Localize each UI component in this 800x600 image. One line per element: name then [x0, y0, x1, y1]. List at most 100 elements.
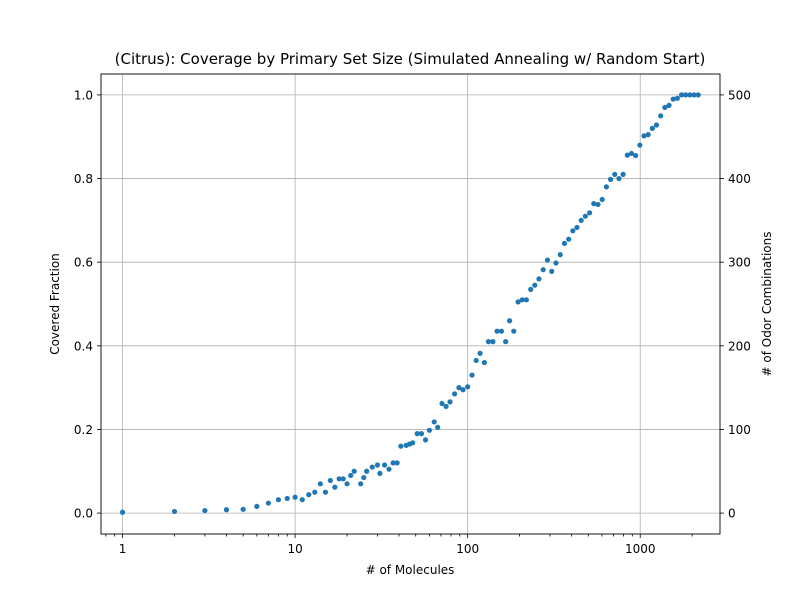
data-point [451, 391, 458, 397]
x-tick-label: 10 [287, 542, 302, 556]
y-tick-label: 0.8 [74, 172, 93, 186]
y-tick-label: 0.2 [74, 423, 93, 437]
data-point [327, 477, 333, 484]
data-point [336, 476, 342, 482]
data-point [666, 102, 672, 108]
data-point [645, 132, 651, 138]
data-point [410, 440, 416, 446]
data-point [223, 507, 230, 513]
data-point [503, 339, 509, 345]
plot-frame [100, 73, 721, 535]
data-point [447, 399, 453, 405]
data-point [515, 299, 521, 305]
data-point [435, 424, 441, 430]
data-point [612, 171, 618, 177]
data-point [439, 400, 445, 407]
y-tick-label: 0.0 [74, 507, 93, 521]
data-point [607, 176, 614, 182]
data-point [292, 494, 298, 500]
y2-tick-label: 200 [728, 339, 751, 353]
data-point [695, 92, 701, 98]
data-point [691, 92, 697, 98]
data-point [344, 481, 350, 487]
data-point [557, 252, 563, 258]
data-point [351, 468, 357, 474]
data-point [670, 96, 676, 102]
data-point [536, 276, 542, 282]
data-point [456, 385, 462, 391]
data-point [477, 350, 483, 356]
data-point [284, 495, 290, 502]
data-point [426, 427, 432, 433]
y2-tick-label: 500 [728, 88, 751, 102]
y-tick-label: 0.4 [74, 339, 93, 353]
data-point [561, 240, 568, 246]
data-point [687, 92, 693, 98]
x-tick-label: 1000 [625, 542, 656, 556]
data-point [553, 260, 559, 266]
data-point [374, 462, 381, 468]
data-point [633, 152, 639, 159]
data-point [265, 500, 271, 506]
data-point [620, 171, 626, 177]
data-point [473, 357, 479, 364]
data-point [490, 339, 496, 345]
data-point [299, 497, 305, 503]
y-tick-label: 1.0 [74, 88, 93, 102]
y-axis-label: Covered Fraction [48, 253, 62, 355]
data-point [506, 318, 513, 324]
data-point [465, 384, 471, 390]
data-point [628, 150, 635, 157]
data-point [578, 217, 584, 223]
data-point [431, 419, 437, 425]
data-point [523, 297, 530, 303]
x-axis-label: # of Molecules [366, 563, 455, 577]
data-point [637, 142, 643, 148]
data-point [574, 224, 580, 231]
data-point [317, 481, 323, 487]
data-point [587, 210, 593, 216]
x-tick-label: 100 [456, 542, 479, 556]
data-point [582, 213, 588, 219]
data-point [591, 201, 597, 207]
y2-tick-label: 100 [728, 423, 751, 437]
data-point [340, 476, 346, 482]
data-point [240, 506, 246, 512]
data-point [540, 267, 546, 273]
data-point [662, 104, 668, 111]
data-point [254, 503, 260, 509]
data-point [119, 509, 126, 515]
data-point [485, 339, 492, 345]
data-point [422, 437, 429, 443]
y2-tick-label: 300 [728, 256, 751, 270]
data-point [394, 460, 400, 466]
y-tick-label: 0.6 [74, 256, 93, 270]
data-point [511, 328, 517, 334]
data-point [549, 268, 555, 274]
data-point [414, 431, 420, 437]
data-points [119, 92, 701, 515]
data-point [649, 125, 655, 131]
data-point [312, 489, 318, 495]
data-point [332, 484, 338, 490]
data-point [418, 431, 425, 437]
data-point [494, 328, 500, 334]
data-point [595, 201, 601, 208]
data-point [616, 175, 622, 182]
data-point [566, 236, 572, 242]
data-point [674, 95, 680, 101]
data-point [532, 282, 538, 288]
data-point [377, 470, 383, 476]
data-point [369, 464, 375, 470]
data-point [469, 372, 475, 378]
x-tick-label: 1 [119, 542, 127, 556]
data-point [348, 472, 354, 479]
data-point [306, 492, 312, 498]
data-point [678, 92, 685, 98]
data-point [683, 92, 689, 98]
data-point [443, 403, 449, 410]
data-point [386, 466, 392, 472]
data-point [171, 508, 178, 515]
data-point [528, 286, 534, 292]
